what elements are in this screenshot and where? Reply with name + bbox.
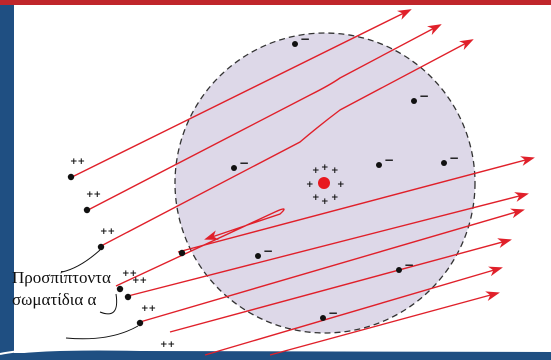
bottom-wave-highlight (0, 347, 141, 355)
nucleus-charge: + (337, 180, 345, 190)
alpha-particle (116, 285, 124, 293)
nucleus-charge: + (331, 166, 339, 176)
alpha-charge: ++ (132, 276, 147, 286)
alpha-track (71, 9, 412, 178)
nucleus: + + + + + + + + (306, 163, 345, 207)
electron (292, 41, 298, 47)
nucleus-core (318, 177, 330, 189)
electron (231, 165, 237, 171)
electron-charge: − (300, 32, 310, 46)
caption-pointers (61, 249, 139, 340)
alpha-track (139, 208, 525, 323)
alpha-track (269, 291, 500, 356)
alpha-track (127, 192, 529, 297)
electron-charge: − (328, 306, 338, 320)
alpha-particles: ++ ++ ++ ++ ++ ++ ++ (67, 157, 186, 350)
caption-line-1: Προσπίπτοντα (12, 268, 111, 287)
electron-charge: − (384, 153, 394, 167)
alpha-track (204, 266, 503, 356)
electron-charge: − (419, 89, 429, 103)
electron (376, 162, 382, 168)
electron-charge: − (449, 151, 459, 165)
top-border (0, 0, 551, 5)
alpha-charge: ++ (141, 304, 156, 314)
alpha-particle (136, 319, 144, 327)
alpha-particle (124, 293, 132, 301)
electron-charge: − (239, 156, 249, 170)
alpha-track (87, 24, 442, 211)
alpha-charge: ++ (70, 157, 85, 167)
alpha-charge: ++ (122, 269, 137, 279)
alpha-particle (97, 243, 105, 251)
electron (255, 253, 261, 259)
alpha-tracks (71, 9, 535, 356)
alpha-track (115, 208, 285, 287)
alpha-track (100, 39, 474, 247)
nucleus-charge: + (306, 180, 314, 190)
alpha-track (169, 238, 512, 333)
nucleus-charge: + (321, 163, 329, 173)
electron (441, 160, 447, 166)
nucleus-charge: + (312, 166, 320, 176)
bottom-wave (0, 350, 551, 360)
alpha-track (177, 156, 535, 253)
electron (320, 315, 326, 321)
alpha-particle (67, 173, 75, 181)
electron (396, 267, 402, 273)
caption-line-2: σωματίδια α (12, 290, 97, 309)
nucleus-charge: + (312, 193, 320, 203)
alpha-charge: ++ (100, 227, 115, 237)
electron-charge: − (263, 244, 273, 258)
alpha-charge: ++ (160, 340, 175, 350)
electron-charge: − (404, 258, 414, 272)
electron (411, 98, 417, 104)
electrons: − − − − − − − − (231, 32, 459, 321)
alpha-particle (178, 249, 186, 257)
nucleus-charge: + (331, 193, 339, 203)
nucleus-charge: + (321, 197, 329, 207)
alpha-charge: ++ (86, 190, 101, 200)
alpha-particle (83, 206, 91, 214)
